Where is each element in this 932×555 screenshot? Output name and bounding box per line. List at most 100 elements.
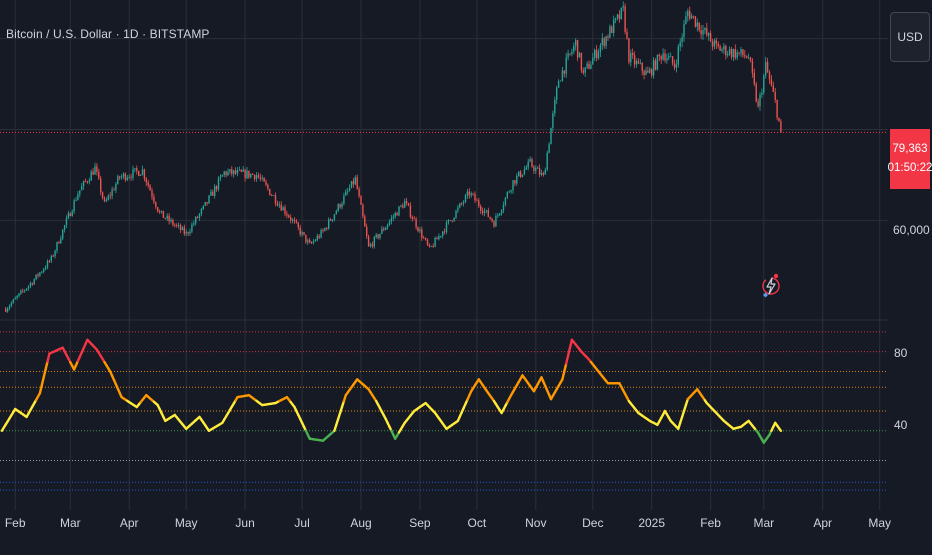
candle-body: [349, 188, 350, 191]
candle-body: [712, 42, 713, 47]
candle-body: [773, 85, 774, 91]
candle-body: [92, 172, 93, 175]
candle-body: [218, 178, 219, 189]
candle-body: [142, 169, 143, 174]
candle-body: [543, 173, 544, 175]
candle-body: [313, 241, 314, 243]
candle-body: [60, 239, 61, 244]
candle-body: [381, 229, 382, 234]
candle-body: [467, 192, 468, 196]
candle-body: [41, 272, 42, 273]
candle-body: [725, 46, 726, 55]
candle-body: [623, 6, 624, 8]
candle-body: [75, 200, 76, 201]
candle-body: [267, 185, 268, 189]
candle-body: [465, 195, 466, 202]
candle-body: [486, 210, 487, 211]
candle-body: [653, 60, 654, 75]
rsi-segment: [40, 385, 42, 393]
candle-body: [96, 166, 97, 171]
candle-body: [244, 170, 245, 178]
candle-body: [710, 33, 711, 41]
candle-body: [493, 221, 494, 226]
time-axis-label: Sep: [409, 516, 430, 530]
candle-body: [695, 16, 696, 26]
candle-body: [343, 196, 344, 204]
rsi-line-series: [2, 340, 781, 443]
candle-body: [85, 181, 86, 182]
candle-body: [632, 53, 633, 55]
candle-body: [592, 58, 593, 65]
candle-body: [258, 175, 259, 177]
bar-countdown: 01:50:22: [888, 159, 932, 178]
candle-body: [220, 177, 221, 179]
candle-body: [638, 61, 639, 63]
candle-body: [533, 167, 534, 171]
candle-body: [518, 171, 519, 175]
currency-button[interactable]: USD: [890, 12, 930, 62]
candle-body: [550, 128, 551, 144]
candle-body: [699, 23, 700, 30]
candle-body: [417, 227, 418, 231]
candle-body: [655, 60, 656, 69]
candle-body: [661, 56, 662, 59]
candle-body: [30, 283, 31, 286]
candle-body: [189, 232, 190, 234]
candle-body: [231, 169, 232, 174]
candle-body: [423, 238, 424, 239]
candle-body: [619, 15, 620, 19]
candle-body: [351, 181, 352, 188]
candle-body: [32, 283, 33, 284]
candle-body: [149, 185, 150, 190]
candle-body: [7, 309, 8, 312]
candle-body: [102, 192, 103, 198]
candle-body: [609, 27, 610, 38]
candle-body: [163, 211, 164, 218]
candle-body: [706, 28, 707, 35]
candle-body: [214, 186, 215, 196]
candle-body: [252, 174, 253, 175]
candle-body: [596, 50, 597, 58]
candle-body: [138, 171, 139, 176]
candle-body: [56, 242, 57, 251]
candle-body: [621, 8, 622, 19]
candle-body: [681, 37, 682, 42]
candle-body: [100, 178, 101, 192]
candle-body: [205, 202, 206, 206]
candle-body: [298, 223, 299, 228]
candle-body: [575, 40, 576, 46]
candle-body: [769, 72, 770, 79]
alert-bolt-icon[interactable]: [760, 270, 782, 304]
candle-body: [528, 161, 529, 167]
candle-body: [444, 231, 445, 232]
candle-body: [404, 201, 405, 208]
candle-body: [265, 182, 266, 185]
candle-body: [132, 169, 133, 178]
candle-body: [775, 92, 776, 100]
candle-body: [39, 272, 40, 275]
candle-body: [281, 205, 282, 211]
candle-body: [239, 170, 240, 171]
candle-body: [678, 47, 679, 65]
candle-body: [186, 232, 187, 234]
candle-body: [662, 53, 663, 59]
rsi-segment: [779, 428, 781, 431]
candle-body: [319, 236, 320, 238]
candle-body: [537, 168, 538, 169]
candle-body: [427, 240, 428, 245]
candle-body: [165, 218, 166, 219]
candle-body: [269, 189, 270, 195]
candle-body: [509, 192, 510, 193]
candle-body: [579, 53, 580, 58]
candle-body: [693, 16, 694, 17]
candle-body: [288, 215, 289, 217]
candle-body: [206, 202, 207, 203]
candle-body: [286, 214, 287, 216]
candle-body: [66, 218, 67, 225]
candle-body: [737, 52, 738, 57]
candle-body: [203, 206, 204, 209]
last-price-value: 79,363: [892, 140, 927, 159]
candle-body: [13, 299, 14, 303]
